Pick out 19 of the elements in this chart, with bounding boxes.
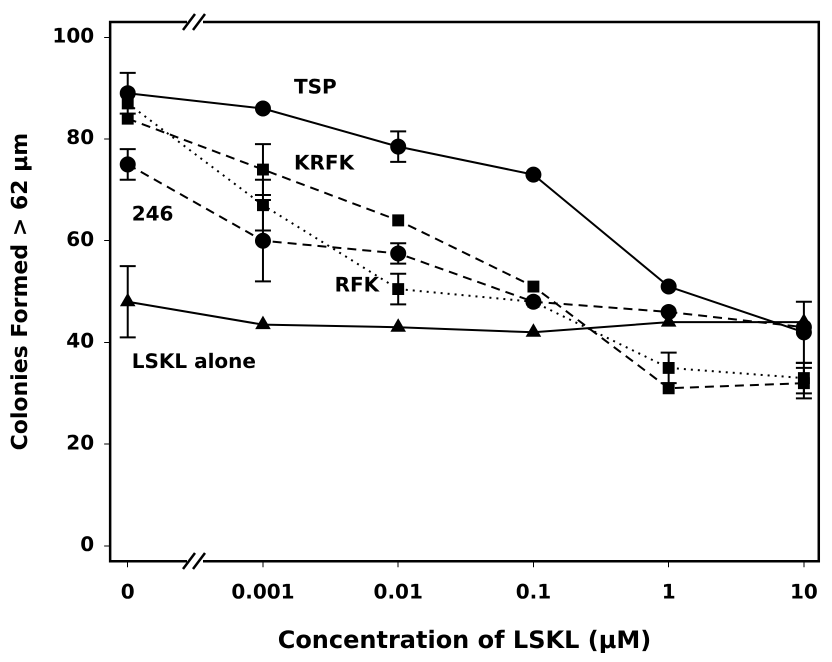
y-tick-label: 20 bbox=[66, 430, 94, 454]
series-label: KRFK bbox=[294, 150, 356, 175]
x-tick-label: 1 bbox=[662, 579, 676, 604]
y-tick-label: 100 bbox=[52, 23, 94, 48]
x-tick-label: 0.01 bbox=[374, 579, 423, 604]
series-label: TSP bbox=[294, 74, 337, 98]
y-tick-label: 80 bbox=[66, 125, 94, 150]
x-tick-label: 0.1 bbox=[516, 579, 552, 604]
y-tick-label: 0 bbox=[80, 532, 94, 556]
x-tick-label: 0 bbox=[120, 579, 135, 604]
series-label: LSKL alone bbox=[132, 349, 256, 374]
x-axis-title: Concentration of LSKL (µM) bbox=[278, 626, 652, 654]
x-tick-label: 10 bbox=[790, 579, 818, 604]
y-axis-title: Colonies Formed > 62 µm bbox=[8, 132, 33, 450]
series-label: 246 bbox=[132, 202, 174, 226]
x-tick-label: 0.001 bbox=[231, 579, 295, 604]
y-tick-label: 40 bbox=[66, 328, 94, 353]
series-label: RFK bbox=[334, 272, 381, 297]
y-tick-label: 60 bbox=[66, 226, 94, 251]
